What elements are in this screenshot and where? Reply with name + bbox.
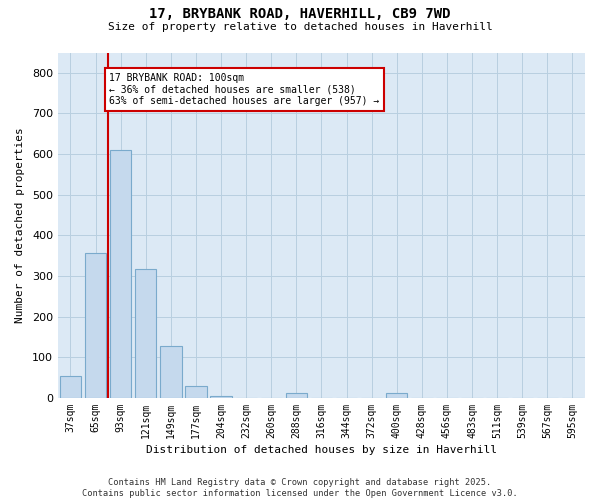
- Bar: [135, 268, 157, 398]
- Bar: [286, 393, 307, 398]
- Y-axis label: Number of detached properties: Number of detached properties: [15, 128, 25, 323]
- Bar: [185, 386, 206, 398]
- Text: 17 BRYBANK ROAD: 100sqm
← 36% of detached houses are smaller (538)
63% of semi-d: 17 BRYBANK ROAD: 100sqm ← 36% of detache…: [109, 73, 380, 106]
- Text: Size of property relative to detached houses in Haverhill: Size of property relative to detached ho…: [107, 22, 493, 32]
- Bar: [386, 393, 407, 398]
- Text: 17, BRYBANK ROAD, HAVERHILL, CB9 7WD: 17, BRYBANK ROAD, HAVERHILL, CB9 7WD: [149, 8, 451, 22]
- Bar: [110, 150, 131, 398]
- X-axis label: Distribution of detached houses by size in Haverhill: Distribution of detached houses by size …: [146, 445, 497, 455]
- Bar: [60, 376, 81, 398]
- Text: Contains HM Land Registry data © Crown copyright and database right 2025.
Contai: Contains HM Land Registry data © Crown c…: [82, 478, 518, 498]
- Bar: [160, 346, 182, 398]
- Bar: [85, 253, 106, 398]
- Bar: [211, 396, 232, 398]
